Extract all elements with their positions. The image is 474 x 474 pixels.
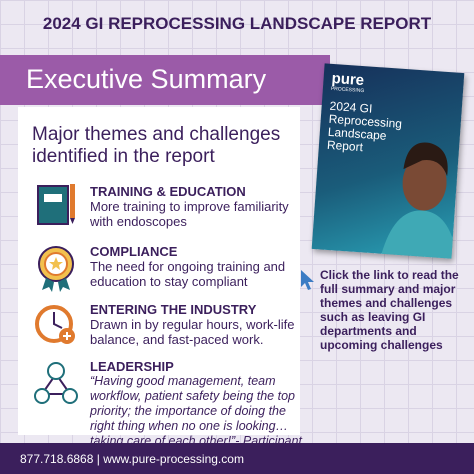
book-icon xyxy=(37,184,75,225)
item-title: COMPLIANCE xyxy=(90,244,178,259)
item: LEADERSHIP xyxy=(90,359,295,374)
header-title: 2024 GI REPROCESSING LANDSCAPE REPORT xyxy=(42,14,432,33)
item-title: ENTERING THE INDUSTRY xyxy=(90,302,257,317)
item: ENTERING THE INDUSTRY Drawn in by regular… xyxy=(90,302,295,347)
phone[interactable]: 877.718.6868 xyxy=(20,452,94,466)
item-title: LEADERSHIP xyxy=(90,359,174,374)
item-title: TRAINING & EDUCATION xyxy=(90,184,246,199)
footer-text: 877.718.6868 | www.pure-processing.com xyxy=(20,452,244,466)
cover-art xyxy=(381,142,458,259)
report-cover[interactable]: pure PROCESSING 2024 GI Reprocessing Lan… xyxy=(311,63,465,259)
card-heading: Major themes and challenges identified i… xyxy=(32,124,281,167)
item: TRAINING & EDUCATION More training to imp… xyxy=(90,184,295,229)
badge-icon xyxy=(38,246,74,292)
item-text: The need for ongoing training and educat… xyxy=(90,259,286,289)
separator: | xyxy=(96,452,100,466)
item-text: Drawn in by regular hours, work-life bal… xyxy=(90,317,295,347)
footer xyxy=(0,443,474,474)
icons xyxy=(34,184,78,404)
team-icon xyxy=(34,362,78,404)
banner xyxy=(0,55,330,105)
callout[interactable]: Click the link to read the full summary … xyxy=(320,268,459,352)
pointer-icon xyxy=(301,270,314,290)
clock-icon xyxy=(35,305,75,344)
item-text: More training to improve familiarity wit… xyxy=(90,199,289,229)
website[interactable]: www.pure-processing.com xyxy=(103,452,244,466)
banner-title: Executive Summary xyxy=(26,64,267,94)
cover-title: 2024 GI Reprocessing Landscape Report xyxy=(326,98,403,155)
item: COMPLIANCE The need for ongoing training … xyxy=(90,244,295,289)
